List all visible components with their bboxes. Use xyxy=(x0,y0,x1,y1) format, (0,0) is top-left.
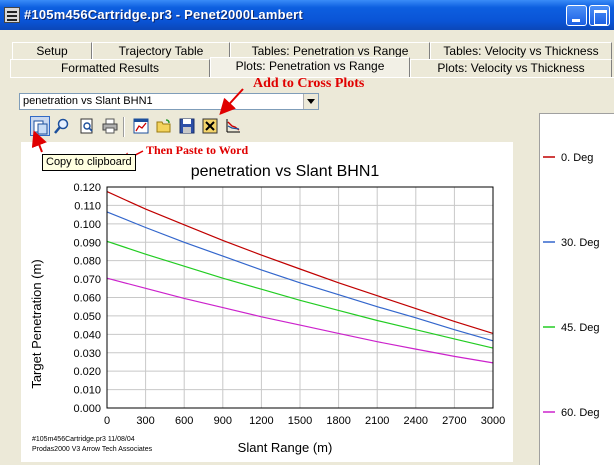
tab-plots-penetration-vs-range[interactable]: Plots: Penetration vs Range xyxy=(210,57,410,77)
open-folder-icon xyxy=(156,119,171,133)
plot-frame xyxy=(106,186,494,409)
x-tick-label: 2700 xyxy=(442,415,466,427)
legend-entry: 30. Deg xyxy=(543,237,600,249)
y-tick-label: 0.010 xyxy=(73,385,101,397)
y-tick-label: 0.020 xyxy=(73,366,101,378)
x-tick-label: 2400 xyxy=(404,415,428,427)
tab-row-1: Setup Trajectory Table Tables: Penetrati… xyxy=(0,42,614,60)
y-tick-label: 0.040 xyxy=(73,329,101,341)
window-title: #105m456Cartridge.pr3 - Penet2000Lambert xyxy=(24,7,303,22)
tab-row-2: Formatted Results Plots: Penetration vs … xyxy=(0,57,614,77)
y-axis-label: Target Penetration (m) xyxy=(29,259,44,388)
x-tick-label: 300 xyxy=(136,415,154,427)
open-folder-button[interactable] xyxy=(154,116,174,136)
x-tick-label: 1200 xyxy=(249,415,273,427)
series-line-30-deg xyxy=(106,211,494,342)
plot-select-dropdown[interactable]: penetration vs Slant BHN1 xyxy=(19,93,319,110)
copy-clipboard-icon xyxy=(33,120,48,135)
chart-grid xyxy=(106,186,494,409)
chart-panel xyxy=(21,142,513,462)
copy-clipboard-button[interactable] xyxy=(30,116,50,136)
title-bar[interactable]: #105m456Cartridge.pr3 - Penet2000Lambert xyxy=(0,0,614,30)
y-tick-label: 0.000 xyxy=(73,403,101,415)
legend-label: 0. Deg xyxy=(561,152,593,164)
tab-tables-penetration-vs-range[interactable]: Tables: Penetration vs Range xyxy=(230,42,430,60)
chart-legend: 0. Deg 30. Deg 45. Deg 60. Deg xyxy=(543,152,600,419)
y-tick-label: 0.060 xyxy=(73,293,101,305)
close-chart-button[interactable] xyxy=(200,116,220,136)
dropdown-arrow-icon[interactable] xyxy=(303,94,318,109)
app-icon[interactable] xyxy=(4,7,20,23)
minimize-button[interactable] xyxy=(566,5,587,26)
x-tick-label: 2100 xyxy=(365,415,389,427)
x-tick-label: 3000 xyxy=(481,415,505,427)
save-disk-icon xyxy=(179,118,195,134)
print-button[interactable] xyxy=(100,116,120,136)
tab-plots-velocity-vs-thickness[interactable]: Plots: Velocity vs Thickness xyxy=(410,59,612,77)
zoom-button[interactable] xyxy=(52,116,72,136)
legend-entry: 60. Deg xyxy=(543,407,600,419)
print-preview-icon xyxy=(80,118,93,134)
chart-series-lines xyxy=(106,191,494,364)
footnote-software: Prodas2000 V3 Arrow Tech Associates xyxy=(32,446,153,453)
plot-select-value: penetration vs Slant BHN1 xyxy=(23,95,153,107)
maximize-button[interactable] xyxy=(589,5,610,26)
x-axis-ticks: 0 300 600 900 1200 1500 1800 2100 2400 2700 3000 xyxy=(104,415,505,427)
print-icon xyxy=(102,118,118,134)
print-preview-button[interactable] xyxy=(77,116,97,136)
legend-label: 60. Deg xyxy=(561,407,600,419)
tab-tables-velocity-vs-thickness[interactable]: Tables: Velocity vs Thickness xyxy=(430,42,612,60)
chart-properties-icon xyxy=(133,118,149,134)
tab-formatted-results[interactable]: Formatted Results xyxy=(10,59,210,77)
series-line-60-deg xyxy=(106,277,494,364)
legend-panel xyxy=(539,113,614,465)
footnote-file: #105m456Cartridge.pr3 11/08/04 xyxy=(32,436,135,443)
y-tick-label: 0.110 xyxy=(74,200,101,212)
x-axis-label: Slant Range (m) xyxy=(238,440,333,455)
legend-label: 45. Deg xyxy=(561,322,600,334)
chart-title: penetration vs Slant BHN1 xyxy=(191,163,380,180)
x-tick-label: 900 xyxy=(214,415,232,427)
tab-setup[interactable]: Setup xyxy=(12,42,92,60)
save-button[interactable] xyxy=(177,116,197,136)
y-tick-label: 0.030 xyxy=(73,348,101,360)
legend-label: 30. Deg xyxy=(561,237,600,249)
tab-trajectory-table[interactable]: Trajectory Table xyxy=(92,42,230,60)
legend-entry: 45. Deg xyxy=(543,322,600,334)
y-tick-label: 0.070 xyxy=(73,274,101,286)
chart-properties-button[interactable] xyxy=(131,116,151,136)
x-tick-label: 1800 xyxy=(326,415,350,427)
x-tick-label: 1500 xyxy=(288,415,312,427)
penetration-chart: penetration vs Slant BHN1 0.000 0.010 0.02… xyxy=(29,163,505,455)
y-tick-label: 0.080 xyxy=(73,256,101,268)
x-tick-label: 0 xyxy=(104,415,110,427)
toolbar-separator xyxy=(123,117,125,137)
legend-entry: 0. Deg xyxy=(543,152,593,164)
series-line-0-deg xyxy=(106,191,494,334)
y-tick-label: 0.090 xyxy=(73,237,101,249)
y-tick-label: 0.120 xyxy=(73,182,101,194)
annotation-paste-to-word: Then Paste to Word xyxy=(146,143,249,157)
copy-clipboard-tooltip: Copy to clipboard xyxy=(42,154,136,171)
y-tick-label: 0.100 xyxy=(73,219,101,231)
y-tick-label: 0.050 xyxy=(73,311,101,323)
add-cross-plot-icon xyxy=(226,119,240,133)
chart-toolbar xyxy=(22,113,252,143)
add-cross-plot-button[interactable] xyxy=(223,116,243,136)
zoom-icon xyxy=(54,118,69,134)
close-x-icon xyxy=(202,118,218,134)
annotation-add-to-cross-plots: Add to Cross Plots xyxy=(253,76,365,91)
x-tick-label: 600 xyxy=(175,415,193,427)
y-axis-ticks: 0.000 0.010 0.020 0.030 0.040 0.050 0.060 0.070… xyxy=(73,182,101,415)
series-line-45-deg xyxy=(106,240,494,349)
